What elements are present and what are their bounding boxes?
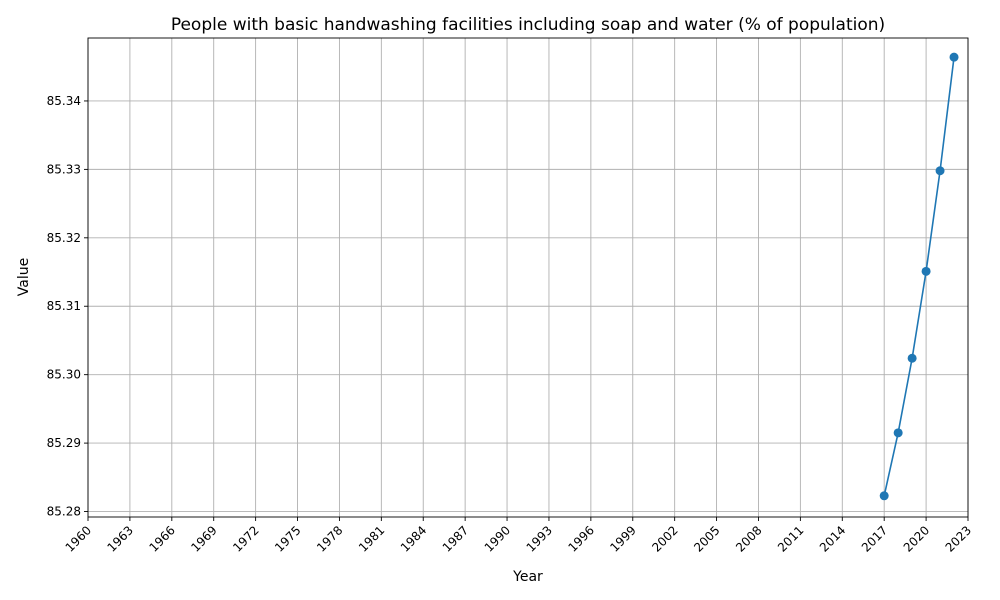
- data-point: [879, 491, 889, 501]
- x-tick-label: 2017: [859, 523, 890, 554]
- x-tick-label: 2023: [943, 523, 974, 554]
- x-tick-label: 2002: [649, 523, 680, 554]
- x-tick-label: 1996: [565, 523, 596, 554]
- grid-layer: [87, 38, 969, 517]
- data-point: [893, 428, 903, 438]
- x-tick-label: 1969: [188, 523, 219, 554]
- x-tick-label: 1975: [272, 523, 303, 554]
- y-tick-label: 85.33: [47, 162, 81, 176]
- x-tick-label: 2020: [901, 523, 932, 554]
- tick-layer: 1960 1963 1966 1969 1972 1975 1978 1981 1984 1987…: [47, 94, 974, 555]
- y-axis-label: Value: [16, 258, 32, 296]
- series-layer: [879, 52, 959, 501]
- y-tick-label: 85.28: [47, 505, 81, 519]
- data-point: [949, 52, 959, 62]
- x-tick-label: 1990: [482, 523, 513, 554]
- x-tick-label: 2005: [691, 523, 722, 554]
- x-tick-label: 1993: [524, 523, 555, 554]
- x-tick-label: 1981: [356, 523, 387, 554]
- x-axis-label: Year: [512, 569, 543, 585]
- x-tick-label: 1972: [230, 523, 261, 554]
- chart-title: People with basic handwashing facilities…: [171, 15, 885, 35]
- x-tick-label: 1960: [63, 523, 94, 554]
- y-tick-label: 85.29: [47, 436, 81, 450]
- y-tick-label: 85.31: [47, 299, 81, 313]
- data-point: [921, 266, 931, 276]
- x-tick-label: 2014: [817, 523, 848, 554]
- x-tick-label: 1984: [398, 523, 429, 554]
- x-tick-label: 1999: [607, 523, 638, 554]
- x-tick-label: 1963: [105, 523, 136, 554]
- data-point: [907, 353, 917, 363]
- data-point: [935, 166, 945, 176]
- x-tick-label: 1987: [440, 523, 471, 554]
- y-tick-label: 85.32: [47, 231, 81, 245]
- y-tick-label: 85.34: [47, 94, 81, 108]
- series-line: [883, 57, 955, 496]
- plot-frame: [87, 37, 969, 518]
- y-tick-label: 85.30: [47, 368, 81, 382]
- x-tick-label: 2011: [775, 523, 806, 554]
- x-tick-label: 1966: [146, 523, 177, 554]
- x-tick-label: 2008: [733, 523, 764, 554]
- x-tick-label: 1978: [314, 523, 345, 554]
